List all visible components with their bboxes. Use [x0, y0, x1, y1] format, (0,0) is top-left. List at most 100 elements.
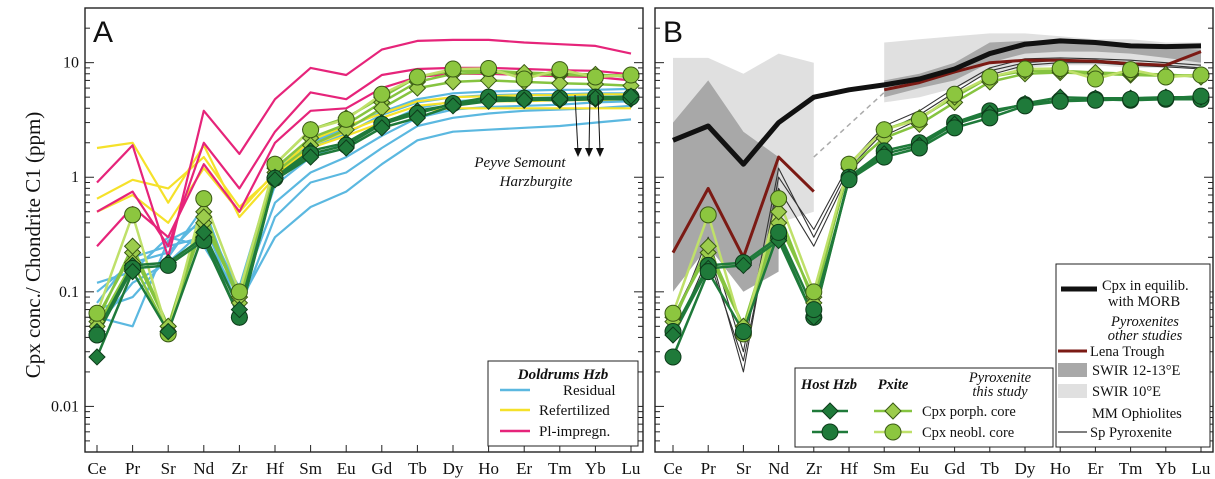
a-marker-15-7: [337, 110, 355, 128]
legend-references: Cpx in equilib. with MORB Pyroxenites ot…: [1055, 263, 1211, 448]
b-marker-11-9: [981, 109, 999, 127]
a-marker-14-10: [444, 73, 462, 91]
a-marker-18-15: [622, 87, 640, 105]
b-xtick-label-13: Tm: [1119, 459, 1143, 478]
b-xtick-label-8: Gd: [944, 459, 965, 478]
b-marker-8-0: [664, 304, 682, 322]
b-xtick-label-10: Dy: [1015, 459, 1036, 478]
legend-doldrums-title: Doldrums Hzb: [517, 367, 609, 383]
legend-plimpregn-label: Pl-impregn.: [539, 424, 610, 440]
annotation-peyve-line2: Harzburgite: [499, 174, 573, 190]
a-ytick-label-1: 0.1: [59, 284, 79, 301]
b-marker-11-10: [1016, 97, 1034, 115]
legend-pxite-title: Pxite: [878, 377, 909, 393]
a-xtick-label-2: Sr: [161, 459, 176, 478]
b-marker-8-1: [699, 206, 717, 224]
legend-mm-label-1: MM Ophiolites: [1092, 406, 1182, 422]
b-marker-11-11: [1051, 92, 1069, 110]
b-xtick-label-11: Ho: [1050, 459, 1071, 478]
b-marker-11-1: [699, 263, 717, 281]
b-marker-11-13: [1122, 90, 1140, 108]
a-series-line-9: [96, 38, 632, 259]
b-marker-8-6: [875, 121, 893, 139]
a-xtick-label-13: Tm: [548, 459, 572, 478]
b-xtick-label-0: Ce: [664, 459, 683, 478]
b-marker-10-2: [734, 256, 753, 275]
legend-residual-label: Residual: [563, 383, 616, 399]
b-marker-8-11: [1051, 59, 1069, 77]
b-marker-8-14: [1157, 68, 1175, 86]
legend-lena-label: Lena Trough: [1090, 344, 1165, 360]
panel-a-frame: [84, 7, 644, 453]
b-series-line-11: [671, 94, 1202, 358]
annotation-arrowhead-1: [574, 148, 582, 157]
b-xtick-label-2: Sr: [736, 459, 751, 478]
a-marker-15-1: [124, 206, 142, 224]
peyve-annotation: Peyve Semount Harzburgite: [473, 94, 604, 190]
a-xtick-label-6: Sm: [299, 459, 322, 478]
b-marker-8-10: [1016, 60, 1034, 78]
b-dashed-connector: [813, 91, 885, 158]
b-marker-8-7: [910, 110, 928, 128]
a-xtick-label-1: Pr: [125, 459, 140, 478]
b-marker-8-12: [1086, 70, 1104, 88]
b-marker-11-14: [1157, 89, 1175, 107]
legend-porph-label: Cpx porph. core: [922, 404, 1016, 420]
b-marker-7-1: [699, 237, 717, 255]
b-marker-10-0: [664, 326, 682, 344]
a-xtick-label-0: Ce: [88, 459, 107, 478]
b-xtick-label-5: Hf: [840, 459, 858, 478]
a-xtick-label-11: Ho: [478, 459, 499, 478]
a-marker-15-13: [551, 61, 569, 79]
a-marker-18-10: [444, 97, 462, 115]
legend-study-title-1: Pyroxenite: [968, 370, 1032, 386]
a-series-line-7: [96, 98, 632, 209]
a-ytick-label-3: 10: [63, 55, 79, 72]
a-series-line-17: [95, 95, 631, 336]
b-marker-11-7: [910, 139, 928, 157]
b-series-line-10: [671, 95, 1201, 336]
annotation-arrow-3: [597, 94, 601, 153]
b-series-line-2: [883, 50, 1202, 92]
a-series-line-2: [96, 100, 632, 304]
panel-a-letter: A: [93, 16, 113, 49]
a-xtick-label-15: Lu: [622, 459, 641, 478]
legend-neobl-label: Cpx neobl. core: [922, 425, 1014, 441]
a-marker-15-4: [230, 283, 248, 301]
b-xtick-label-12: Er: [1087, 459, 1103, 478]
b-xtick-label-4: Zr: [806, 459, 822, 478]
a-marker-18-7: [337, 139, 355, 157]
legend-study-title-2: this study: [972, 384, 1028, 400]
b-xtick-label-3: Nd: [768, 459, 789, 478]
annotation-arrow-2: [588, 94, 591, 153]
a-marker-18-11: [479, 92, 498, 111]
legend-pxite-diamond-marker: [884, 402, 902, 420]
b-marker-8-8: [946, 85, 964, 103]
b-marker-11-8: [946, 119, 964, 137]
a-marker-18-6: [301, 148, 320, 166]
panel-a: A 0.01 0.1 1 10 Ce Pr Sr Nd Zr Hf Sm Eu Gd Tb Dy Ho Er T…: [51, 7, 644, 478]
b-xtick-label-1: Pr: [701, 459, 716, 478]
b-marker-11-0: [664, 348, 682, 366]
legend-swir10-label: SWIR 10°E: [1092, 384, 1161, 400]
a-xtick-label-10: Dy: [443, 459, 464, 478]
a-marker-18-2: [159, 322, 177, 341]
legend-refertilized-label: Refertilized: [539, 403, 610, 419]
a-marker-15-11: [480, 59, 498, 77]
b-marker-11-5: [840, 171, 858, 189]
a-marker-15-0: [88, 304, 106, 322]
a-marker-18-0: [88, 348, 106, 366]
a-marker-15-10: [444, 60, 462, 78]
a-marker-15-6: [302, 121, 320, 139]
b-xtick-label-6: Sm: [873, 459, 896, 478]
b-marker-11-6: [875, 148, 893, 166]
annotation-arrowhead-3: [596, 148, 604, 157]
a-marker-18-3: [195, 223, 213, 242]
a-marker-18-5: [266, 171, 284, 189]
legend-doldrums: Doldrums Hzb Residual Refertilized Pl-im…: [487, 360, 639, 447]
b-marker-11-15: [1192, 87, 1210, 105]
b-marker-11-2: [734, 323, 752, 341]
annotation-arrowhead-2: [585, 148, 593, 157]
b-xtick-label-14: Yb: [1155, 459, 1176, 478]
legend-other-title-1: Pyroxenites: [1110, 314, 1179, 330]
